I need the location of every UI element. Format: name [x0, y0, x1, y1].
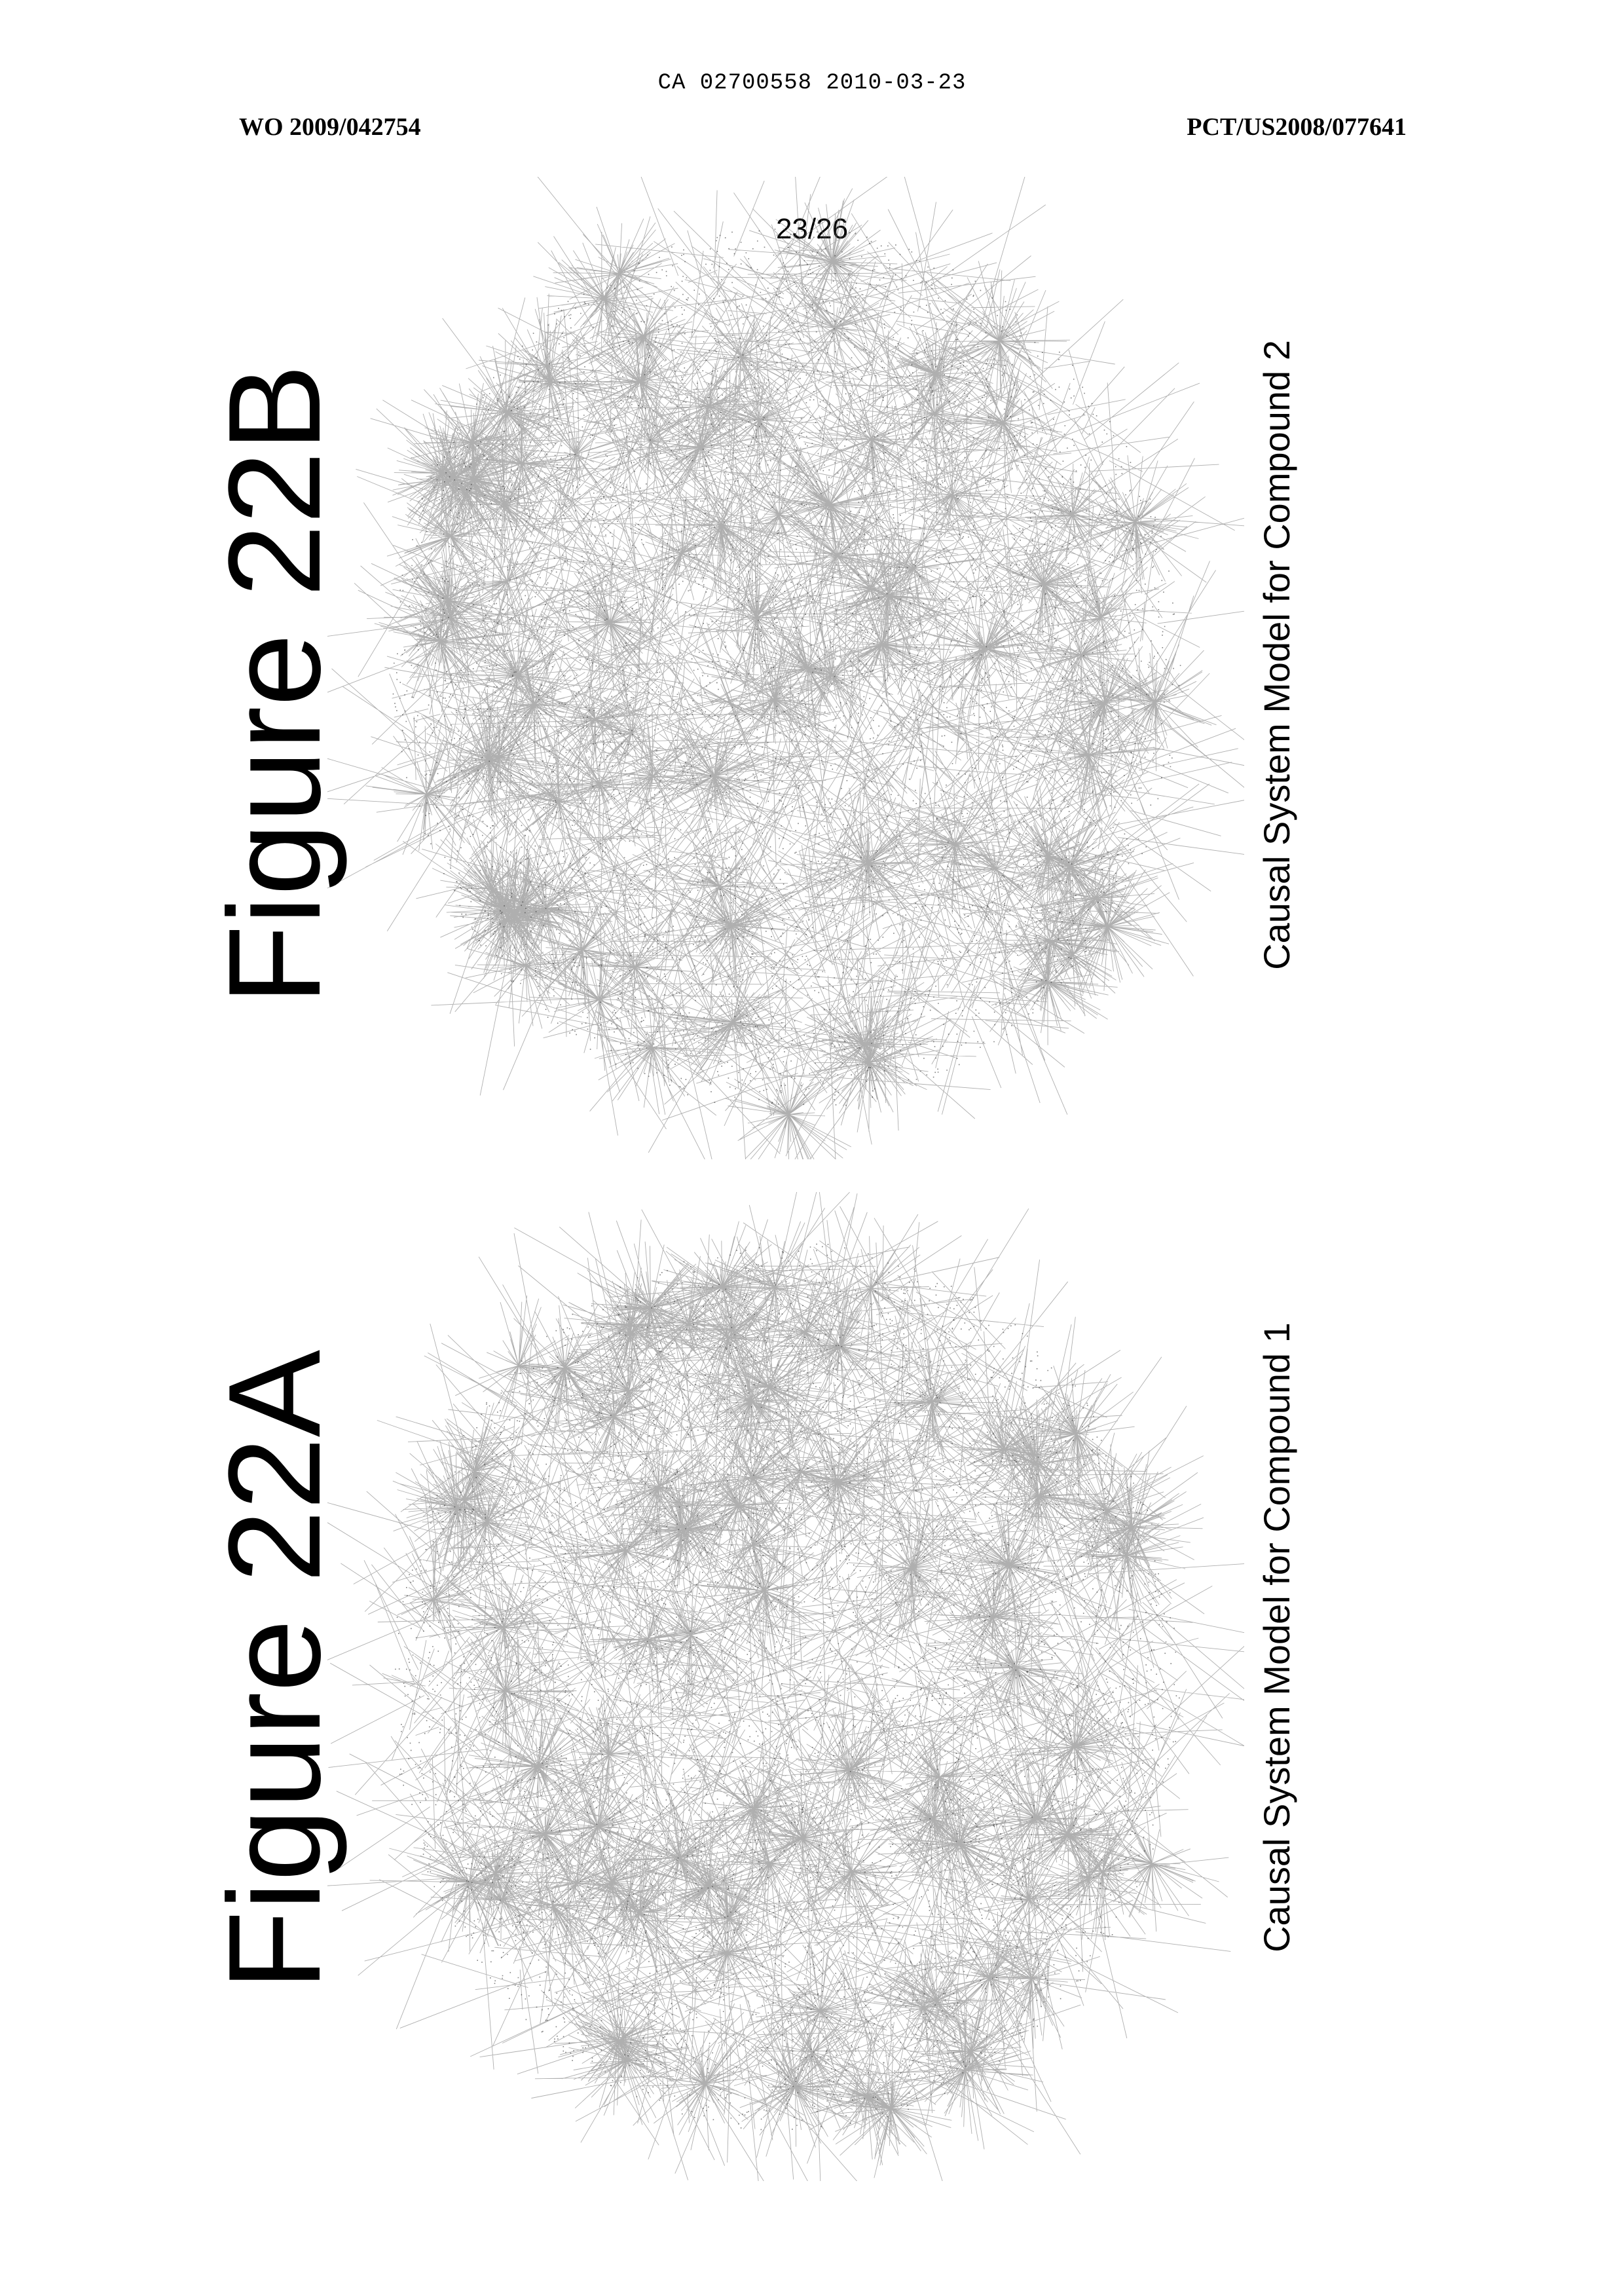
pct-application-number: PCT/US2008/077641 [1187, 113, 1407, 141]
figure-22b-title: Figure 22B [210, 364, 341, 1005]
ca-document-number: CA 02700558 2010-03-23 [0, 71, 1624, 96]
network-edges [327, 1192, 1244, 2181]
wo-publication-number: WO 2009/042754 [239, 113, 421, 141]
network-graph-b [327, 177, 1244, 1159]
figure-22b-caption: Causal System Model for Compound 2 [1259, 340, 1295, 970]
network-edges [327, 177, 1244, 1159]
network-graph-a [327, 1192, 1244, 2181]
figure-22a-title: Figure 22A [210, 1350, 341, 1990]
figure-22a-caption: Causal System Model for Compound 1 [1259, 1322, 1295, 1952]
